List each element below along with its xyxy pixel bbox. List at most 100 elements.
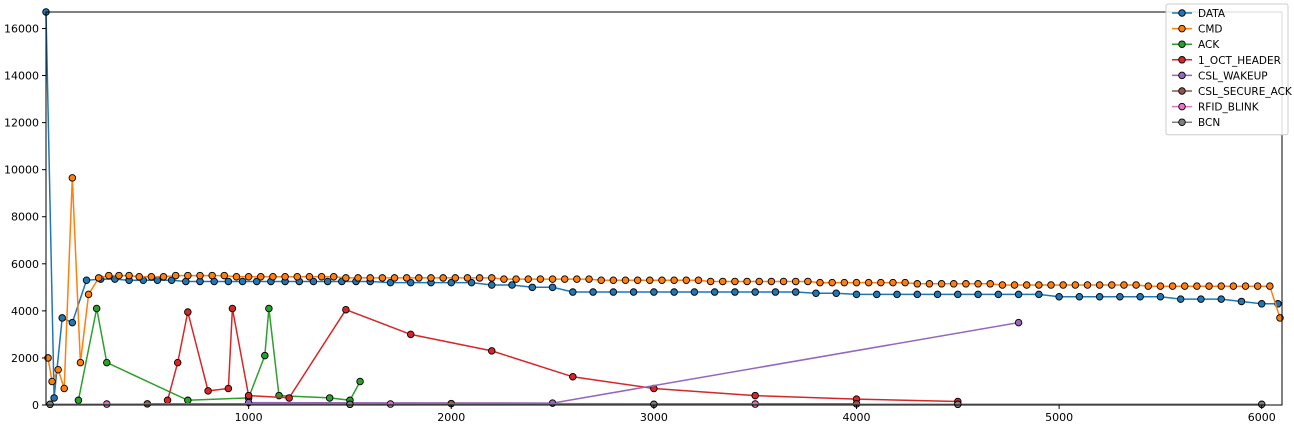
- series-point-0-9: [153, 276, 162, 285]
- legend-label-3: 1_OCT_HEADER: [1198, 55, 1281, 67]
- series-point-1-80: [974, 280, 982, 288]
- series-point-1-54: [658, 276, 666, 285]
- series-point-0-42: [731, 288, 739, 296]
- series-point-0-1: [50, 394, 58, 402]
- series-point-0-31: [508, 281, 516, 289]
- series-point-1-67: [816, 278, 824, 287]
- series-point-1-60: [731, 277, 739, 286]
- series-point-0-33: [548, 283, 557, 292]
- series-point-0-64: [1176, 295, 1185, 303]
- legend-label-2: ACK: [1198, 39, 1220, 51]
- series-point-1-14: [171, 271, 180, 280]
- series-point-0-49: [873, 290, 881, 299]
- series-point-1-9: [115, 271, 123, 280]
- series-point-1-40: [488, 274, 496, 282]
- series-point-0-20: [309, 277, 318, 286]
- series-point-1-57: [694, 276, 703, 285]
- series-point-1-17: [208, 271, 216, 280]
- series-point-1-59: [719, 277, 727, 286]
- series-bcn: [46, 400, 1266, 409]
- series-point-0-50: [893, 290, 901, 299]
- series-point-1-42: [512, 275, 520, 283]
- series-point-0-44: [771, 288, 780, 296]
- series-point-3-11: [569, 373, 577, 381]
- series-line-3: [166, 308, 958, 403]
- series-point-1-36: [439, 274, 447, 282]
- series-point-0-67: [1237, 297, 1246, 306]
- series-point-1-86: [1047, 281, 1055, 289]
- x-tick-label-0: 1000: [235, 411, 263, 424]
- series-point-1-43: [524, 275, 532, 283]
- series-point-1-45: [548, 275, 557, 283]
- series-point-1-10: [125, 271, 133, 280]
- series-point-0-65: [1197, 295, 1205, 303]
- series-point-1-99: [1205, 282, 1213, 290]
- series-point-0-30: [488, 281, 496, 289]
- y-tick-label-6: 12000: [4, 117, 39, 130]
- y-tick-label-1: 2000: [11, 352, 39, 365]
- series-point-0-39: [670, 288, 678, 296]
- series-point-1-19: [232, 272, 241, 281]
- series-point-1-16: [196, 271, 204, 280]
- series-point-1-66: [804, 277, 812, 286]
- series-point-0-52: [933, 290, 942, 299]
- x-axis: 1000 2000 3000 4000 5000 6000: [235, 405, 1276, 424]
- legend-swatch-marker-1: [1178, 24, 1186, 33]
- series-point-1-93: [1132, 281, 1140, 289]
- series-point-1-1: [48, 377, 56, 386]
- series-point-1-89: [1083, 281, 1092, 289]
- series-point-0-2: [58, 314, 66, 322]
- y-tick-label-0: 0: [32, 399, 39, 412]
- series-point-0-37: [629, 288, 638, 296]
- series-point-1-29: [354, 274, 362, 282]
- legend-swatch-marker-4: [1178, 71, 1186, 80]
- series-point-3-0: [163, 396, 172, 405]
- series-point-0-29: [467, 278, 476, 287]
- series-point-0-14: [224, 277, 233, 286]
- series-point-1-41: [500, 275, 508, 283]
- series-point-2-5: [261, 351, 269, 360]
- series-point-0-53: [954, 290, 962, 299]
- y-axis: 0 2000 4000 6000 8000 10000 12000 14000 16000: [4, 22, 46, 412]
- series-point-1-28: [342, 274, 350, 282]
- series-point-1-53: [646, 276, 654, 285]
- series-point-2-6: [265, 304, 273, 313]
- series-point-1-52: [633, 276, 642, 285]
- series-point-0-54: [974, 290, 982, 299]
- series-point-1-24: [293, 272, 302, 281]
- series-point-1-62: [755, 277, 763, 286]
- series-point-2-10: [356, 377, 364, 386]
- series-point-1-63: [767, 277, 776, 286]
- series-point-1-8: [105, 271, 113, 280]
- series-point-1-6: [84, 290, 93, 299]
- series-point-0-32: [528, 283, 537, 292]
- series-point-1-55: [670, 276, 678, 285]
- legend-label-0: DATA: [1198, 8, 1226, 20]
- series-point-7-3: [954, 400, 962, 409]
- series-point-1-27: [329, 272, 338, 281]
- series-point-1-73: [889, 278, 897, 287]
- y-tick-label-4: 8000: [11, 211, 39, 224]
- series-point-1-71: [864, 278, 873, 287]
- series-point-1-37: [451, 274, 460, 282]
- series-point-3-13: [751, 391, 759, 400]
- series-point-1-15: [184, 271, 192, 280]
- series-point-0-36: [609, 288, 618, 296]
- series-point-1-21: [257, 272, 265, 281]
- series-point-1-47: [573, 275, 581, 283]
- legend-swatch-marker-7: [1178, 118, 1186, 126]
- series-point-1-11: [135, 272, 143, 281]
- series-point-1-68: [828, 278, 836, 287]
- series-point-1-34: [415, 274, 423, 282]
- y-tick-label-2: 4000: [11, 305, 39, 318]
- series-point-1-48: [585, 275, 593, 283]
- series-point-1-20: [244, 272, 253, 281]
- series-point-0-58: [1055, 292, 1063, 301]
- series-point-1-31: [378, 274, 387, 282]
- series-point-3-7: [285, 394, 293, 402]
- legend-swatch-marker-5: [1178, 87, 1186, 95]
- series-point-1-2: [54, 365, 62, 374]
- series-point-1-4: [68, 174, 77, 182]
- series-point-1-50: [609, 276, 618, 285]
- series-point-3-2: [184, 308, 192, 316]
